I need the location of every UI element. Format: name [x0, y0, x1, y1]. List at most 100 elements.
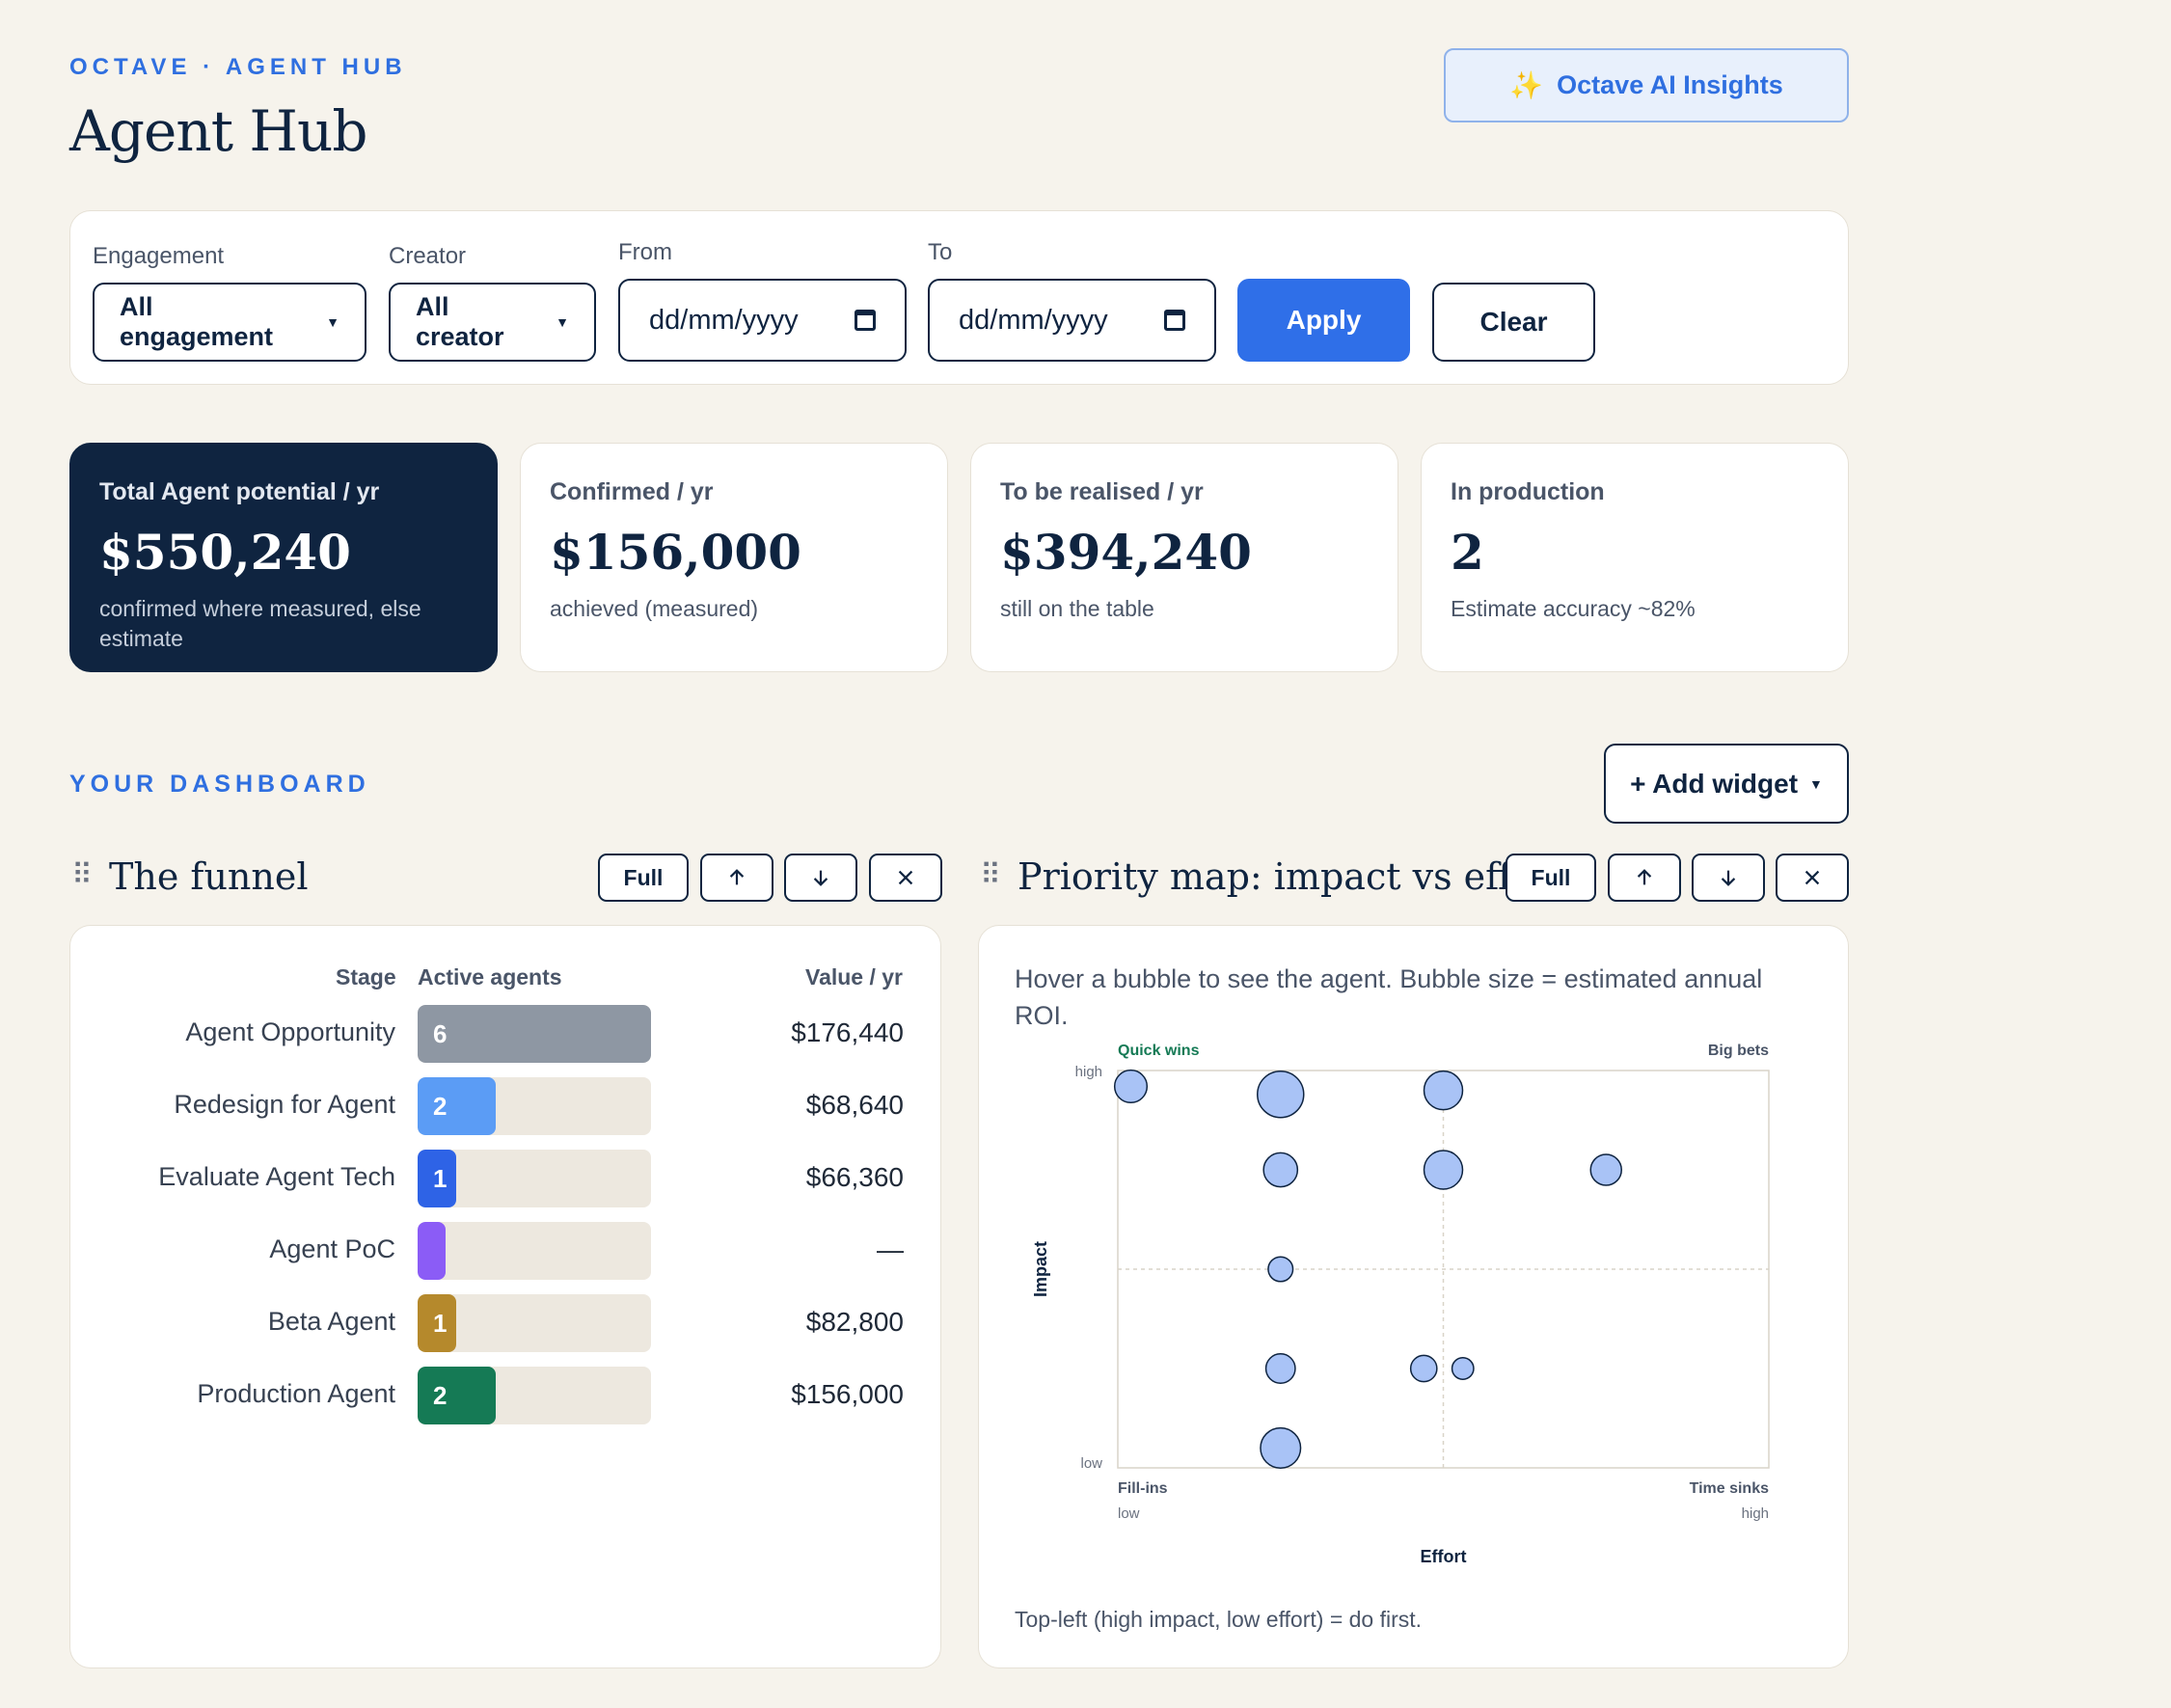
quadrant-label-time-sinks: Time sinks — [1690, 1480, 1770, 1497]
clear-button[interactable]: Clear — [1432, 283, 1595, 362]
add-widget-button[interactable]: + Add widget ▼ — [1604, 744, 1849, 824]
caret-down-icon: ▼ — [326, 314, 339, 330]
kpi-value: 2 — [1451, 524, 1484, 581]
funnel-move-down-button[interactable] — [784, 854, 857, 902]
drag-handle-icon[interactable]: ⠿ — [71, 859, 93, 891]
from-date-input[interactable]: dd/mm/yyyy — [618, 279, 907, 362]
funnel-stage-label: Evaluate Agent Tech — [158, 1162, 395, 1191]
kpi-sub: confirmed where measured, else estimate — [99, 596, 421, 651]
agent-bubble[interactable] — [1262, 1152, 1299, 1188]
drag-handle-icon[interactable]: ⠿ — [980, 859, 1001, 891]
to-date-placeholder: dd/mm/yyyy — [959, 304, 1108, 336]
priority-map-move-down-button[interactable] — [1692, 854, 1765, 902]
to-label: To — [928, 239, 953, 265]
quadrant-label-fill-ins: Fill-ins — [1118, 1480, 1168, 1497]
funnel-title: The funnel — [109, 855, 309, 898]
funnel-bar-track: 1 — [418, 1294, 651, 1352]
apply-button[interactable]: Apply — [1237, 279, 1410, 362]
close-icon — [1805, 870, 1820, 885]
funnel-bar-fill[interactable]: 2 — [418, 1077, 496, 1135]
kpi-label: Total Agent potential / yr — [99, 478, 380, 505]
kpi-sub: achieved (measured) — [550, 596, 759, 621]
funnel-bar-count: 6 — [433, 1018, 448, 1048]
creator-label: Creator — [389, 243, 467, 269]
from-label: From — [618, 239, 672, 265]
agent-bubble[interactable] — [1589, 1153, 1622, 1186]
funnel-bar-fill[interactable]: 6 — [418, 1005, 651, 1063]
agent-bubble[interactable] — [1260, 1426, 1302, 1469]
funnel-full-button[interactable]: Full — [598, 854, 689, 902]
y-axis-low-label: low — [1080, 1455, 1102, 1472]
funnel-value: $66,360 — [805, 1162, 904, 1192]
funnel-bar-fill[interactable]: 2 — [418, 1367, 496, 1424]
add-widget-label: + Add widget — [1630, 768, 1799, 799]
priority-map-full-button[interactable]: Full — [1506, 854, 1596, 902]
priority-map-move-up-button[interactable] — [1608, 854, 1681, 902]
from-date-placeholder: dd/mm/yyyy — [649, 304, 799, 336]
agent-bubble[interactable] — [1264, 1353, 1296, 1384]
arrow-up-icon — [1637, 869, 1652, 885]
funnel-header-value: Value / yr — [805, 964, 904, 990]
x-axis-high-label: high — [1742, 1505, 1769, 1522]
calendar-icon[interactable] — [855, 310, 876, 331]
funnel-bar-track: 2 — [418, 1367, 651, 1424]
kpi-label: To be realised / yr — [1000, 478, 1204, 505]
kpi-value: $394,240 — [1000, 524, 1252, 581]
funnel-bar-track: 2 — [418, 1077, 651, 1135]
priority-map-remove-button[interactable] — [1776, 854, 1849, 902]
x-axis-title: Effort — [1421, 1547, 1467, 1566]
engagement-select[interactable]: All engagement ▼ — [93, 283, 366, 362]
funnel-bar-fill[interactable] — [418, 1222, 447, 1280]
funnel-bar-count: 1 — [433, 1308, 448, 1338]
priority-map-footer: Top-left (high impact, low effort) = do … — [1015, 1607, 1423, 1632]
agent-bubble[interactable] — [1423, 1070, 1464, 1111]
sparkles-icon: ✨ — [1509, 70, 1544, 100]
arrow-down-icon — [813, 870, 828, 886]
agent-bubble[interactable] — [1267, 1256, 1294, 1283]
ai-insights-label: Octave AI Insights — [1557, 70, 1783, 99]
funnel-bar-track: 1 — [418, 1150, 651, 1207]
agent-bubble[interactable] — [1257, 1070, 1305, 1119]
agent-bubble[interactable] — [1409, 1354, 1438, 1383]
calendar-icon[interactable] — [1164, 310, 1185, 331]
kpi-label: Confirmed / yr — [550, 478, 714, 505]
page-title: Agent Hub — [69, 98, 367, 164]
funnel-bar-count: 2 — [433, 1091, 448, 1121]
agent-bubble[interactable] — [1451, 1357, 1475, 1380]
funnel-value: $156,000 — [791, 1379, 904, 1409]
arrow-down-icon — [1721, 870, 1736, 886]
funnel-stage-label: Redesign for Agent — [174, 1090, 395, 1119]
ai-insights-button[interactable]: ✨ Octave AI Insights — [1444, 48, 1849, 122]
funnel-bar-fill[interactable]: 1 — [418, 1150, 457, 1207]
agent-bubble[interactable] — [1113, 1069, 1149, 1104]
quadrant-label-big-bets: Big bets — [1708, 1043, 1769, 1059]
kpi-confirmed: Confirmed / yr $156,000 achieved (measur… — [520, 443, 948, 672]
kpi-label: In production — [1451, 478, 1605, 505]
funnel-bar-count: 2 — [433, 1380, 448, 1410]
agent-bubble[interactable] — [1423, 1150, 1464, 1190]
y-axis-title: Impact — [1031, 1241, 1050, 1297]
kpi-in-production: In production 2 Estimate accuracy ~82% — [1421, 443, 1849, 672]
funnel-stage-label: Production Agent — [197, 1379, 395, 1408]
quadrant-label-quick-wins: Quick wins — [1118, 1043, 1200, 1059]
priority-map-title: Priority map: impact vs effort — [1018, 855, 1566, 898]
app-eyebrow: OCTAVE · AGENT HUB — [69, 54, 407, 80]
funnel-bar-track — [418, 1222, 651, 1280]
funnel-value: — — [877, 1234, 904, 1264]
engagement-label: Engagement — [93, 243, 225, 269]
funnel-remove-button[interactable] — [869, 854, 942, 902]
funnel-move-up-button[interactable] — [700, 854, 773, 902]
funnel-bar-fill[interactable]: 1 — [418, 1294, 457, 1352]
funnel-value: $82,800 — [805, 1307, 904, 1337]
kpi-to-be-realised: To be realised / yr $394,240 still on th… — [970, 443, 1398, 672]
x-axis-low-label: low — [1118, 1505, 1140, 1522]
priority-map-description: Hover a bubble to see the agent. Bubble … — [1015, 964, 1763, 1030]
to-date-input[interactable]: dd/mm/yyyy — [928, 279, 1216, 362]
caret-down-icon: ▼ — [556, 314, 569, 330]
close-icon — [898, 870, 913, 885]
creator-select[interactable]: All creator ▼ — [389, 283, 596, 362]
funnel-bar-track: 6 — [418, 1005, 651, 1063]
priority-map-chart: Quick wins Big bets Fill-ins Time sinks high… — [1031, 1043, 1770, 1566]
kpi-total-potential: Total Agent potential / yr $550,240 conf… — [69, 443, 498, 672]
engagement-select-value: All engagement — [120, 292, 274, 351]
